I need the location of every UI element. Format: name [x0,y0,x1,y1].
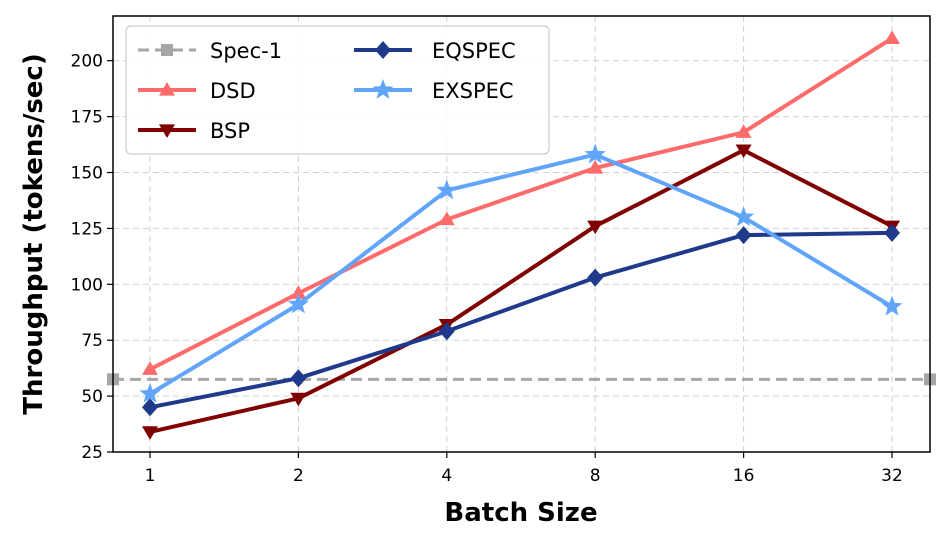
y-axis-title: Throughput (tokens/sec) [19,53,49,414]
series-layer [107,30,936,440]
eqspec-marker [884,223,900,242]
exspec-marker [287,293,309,314]
exspec-marker [139,382,161,403]
legend-label-exspec: EXSPEC [432,79,514,103]
x-tick-label: 8 [590,466,601,486]
exspec-line [148,152,894,396]
eqspec-marker [142,398,158,417]
eqspec-marker [735,226,752,245]
dsd-marker [884,30,900,44]
eqspec-marker [587,268,604,287]
x-tick-label: 16 [733,466,755,486]
dsd-marker [587,160,604,174]
bsp-marker [290,392,307,407]
y-tick-label: 75 [81,331,103,351]
x-axis-title: Batch Size [444,498,597,528]
legend-marker-eqspec [375,41,391,59]
y-tick-label: 175 [71,108,103,128]
dsd-marker [290,285,307,299]
legend-box [125,25,550,155]
legend-label-spec-1: Spec-1 [210,39,282,63]
y-tick-label: 25 [81,443,103,463]
exspec-marker [436,179,458,200]
legend-marker-dsd [159,82,175,96]
y-tick-label: 50 [81,387,103,407]
dsd-marker [438,211,455,226]
x-tick-label: 4 [441,466,452,486]
eqspec-line [149,230,893,410]
x-tick-label: 32 [881,466,903,486]
x-tick-label: 1 [145,466,156,486]
y-tick-label: 150 [71,164,103,184]
y-tick-label: 125 [71,219,103,239]
legend-label-bsp: BSP [210,119,250,143]
exspec-marker [733,206,755,227]
bsp-marker [587,220,604,235]
ticks: 1 2 4 8 16 32 25 50 75 100 125 150 175 200 [71,52,903,486]
legend-marker-bsp [159,124,175,138]
plot-frame [112,15,931,453]
legend-label-dsd: DSD [210,79,256,103]
bsp-line [149,148,893,434]
exspec-marker [584,143,606,164]
legend-marker-exspec [372,79,394,99]
bsp-marker [142,426,158,440]
eqspec-marker [290,369,307,388]
dsd-marker [735,124,752,138]
legend-marker-spec-1 [161,44,173,56]
dsd-line [149,36,894,372]
y-tick-label: 100 [71,275,103,295]
legend: Spec-1 DSD BSP EQSPEC EXSPEC [125,25,550,155]
legend-label-eqspec: EQSPEC [432,39,516,63]
bsp-marker [735,144,752,159]
dsd-marker [142,361,158,375]
x-tick-label: 2 [293,466,304,486]
exspec-marker [881,295,903,316]
eqspec-marker [438,322,455,341]
y-tick-label: 200 [71,52,103,72]
